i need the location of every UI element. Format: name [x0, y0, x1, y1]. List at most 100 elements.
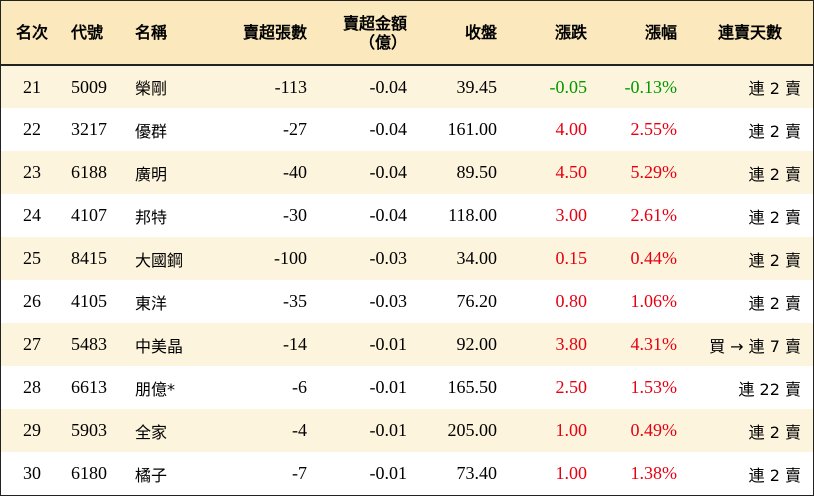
cell-net-sell-lots: -100: [274, 248, 307, 268]
cell-change: 0.15: [555, 248, 588, 268]
table-body: 21 5009 榮剛 -113 -0.04 39.45 -0.05 -0.13%…: [1, 65, 813, 495]
cell-name: 中美晶: [135, 336, 184, 356]
cell-code: 5483: [71, 334, 107, 354]
table-row: 28 6613 朋億* -6 -0.01 165.50 2.50 1.53% 連…: [1, 366, 813, 409]
table-row: 25 8415 大國鋼 -100 -0.03 34.00 0.15 0.44% …: [1, 237, 813, 280]
cell-change: 3.00: [555, 205, 588, 225]
cell-change: 4.50: [555, 162, 588, 182]
cell-rank: 22: [23, 119, 41, 139]
cell-code: 6613: [71, 377, 107, 397]
cell-net-sell-lots: -40: [283, 162, 307, 182]
cell-code: 5009: [71, 76, 107, 97]
cell-streak: 連 2 賣: [748, 121, 801, 141]
cell-change: 2.50: [555, 377, 588, 397]
cell-close: 39.45: [456, 76, 498, 97]
cell-net-sell-lots: -14: [283, 334, 307, 354]
cell-rank: 25: [23, 248, 41, 268]
cell-net-sell-lots: -27: [283, 119, 307, 139]
cell-code: 6180: [71, 463, 107, 483]
cell-net-sell-amount: -0.04: [369, 119, 408, 139]
cell-rank: 23: [23, 162, 41, 182]
cell-close: 73.40: [456, 463, 498, 483]
cell-close: 34.00: [456, 248, 498, 268]
header-net-sell-amount-unit: （億）: [358, 32, 407, 52]
cell-streak: 連 2 賣: [748, 79, 801, 98]
cell-name: 邦特: [135, 207, 168, 227]
cell-name: 朋億*: [135, 379, 176, 399]
cell-rank: 24: [23, 205, 41, 225]
cell-change: 4.00: [555, 119, 588, 139]
table-row: 23 6188 廣明 -40 -0.04 89.50 4.50 5.29% 連 …: [1, 151, 813, 194]
cell-name: 廣明: [135, 164, 168, 184]
cell-close: 205.00: [447, 420, 498, 440]
table-row: 22 3217 優群 -27 -0.04 161.00 4.00 2.55% 連…: [1, 108, 813, 151]
header-change-pct: 漲幅: [597, 1, 687, 66]
cell-change: 1.00: [555, 420, 588, 440]
cell-streak: 連 2 賣: [748, 465, 801, 485]
cell-code: 5903: [71, 420, 107, 440]
cell-rank: 26: [23, 291, 41, 311]
cell-net-sell-amount: -0.01: [369, 334, 408, 354]
cell-rank: 29: [23, 420, 41, 440]
cell-code: 4107: [71, 205, 107, 225]
cell-rank: 27: [23, 334, 41, 354]
cell-streak: 買 → 連 7 賣: [709, 336, 801, 356]
cell-close: 76.20: [456, 291, 498, 311]
cell-net-sell-lots: -6: [292, 377, 307, 397]
cell-rank: 28: [23, 377, 41, 397]
cell-net-sell-amount: -0.04: [369, 205, 408, 225]
cell-change: 3.80: [555, 334, 588, 354]
cell-change-pct: 5.29%: [630, 162, 678, 182]
cell-name: 東洋: [135, 293, 168, 313]
header-row: 名次 代號 名稱 賣超張數 賣超金額 （億） 收盤 漲跌 漲幅 連賣天數: [1, 1, 813, 66]
header-net-sell-amount: 賣超金額 （億）: [317, 1, 417, 66]
cell-name: 全家: [135, 422, 168, 442]
cell-net-sell-lots: -35: [283, 291, 307, 311]
table-row: 26 4105 東洋 -35 -0.03 76.20 0.80 1.06% 連 …: [1, 280, 813, 323]
cell-code: 6188: [71, 162, 107, 182]
header-name: 名稱: [127, 1, 209, 66]
cell-change-pct: 0.49%: [630, 420, 678, 440]
header-close: 收盤: [417, 1, 507, 66]
cell-change-pct: 0.44%: [630, 248, 678, 268]
cell-streak: 連 2 賣: [748, 293, 801, 313]
cell-name: 榮剛: [135, 79, 168, 98]
cell-change-pct: 2.55%: [630, 119, 678, 139]
cell-streak: 連 2 賣: [748, 250, 801, 270]
header-rank: 名次: [1, 1, 63, 66]
cell-change-pct: 4.31%: [630, 334, 678, 354]
cell-net-sell-amount: -0.03: [369, 291, 408, 311]
cell-net-sell-amount: -0.01: [369, 377, 408, 397]
cell-rank: 21: [23, 76, 41, 97]
header-code: 代號: [63, 1, 127, 66]
cell-net-sell-amount: -0.04: [369, 162, 408, 182]
cell-net-sell-lots: -113: [274, 76, 307, 97]
cell-name: 大國鋼: [135, 250, 184, 270]
cell-code: 4105: [71, 291, 107, 311]
cell-change-pct: -0.13%: [624, 76, 678, 97]
cell-net-sell-amount: -0.03: [369, 248, 408, 268]
cell-net-sell-amount: -0.01: [369, 463, 408, 483]
header-net-sell-amount-label: 賣超金額: [342, 13, 407, 33]
table-row: 29 5903 全家 -4 -0.01 205.00 1.00 0.49% 連 …: [1, 409, 813, 452]
cell-code: 3217: [71, 119, 107, 139]
cell-change-pct: 2.61%: [630, 205, 678, 225]
cell-change: -0.05: [549, 76, 588, 97]
cell-rank: 30: [23, 463, 41, 483]
cell-change-pct: 1.38%: [630, 463, 678, 483]
cell-net-sell-lots: -4: [292, 420, 307, 440]
cell-streak: 連 2 賣: [748, 207, 801, 227]
table-row: 24 4107 邦特 -30 -0.04 118.00 3.00 2.61% 連…: [1, 194, 813, 237]
table-header: 名次 代號 名稱 賣超張數 賣超金額 （億） 收盤 漲跌 漲幅 連賣天數: [1, 1, 813, 66]
cell-streak: 連 22 賣: [738, 379, 801, 399]
cell-name: 橘子: [135, 465, 168, 485]
header-net-sell-lots: 賣超張數: [209, 1, 317, 66]
cell-name: 優群: [135, 121, 168, 141]
table-row: 30 6180 橘子 -7 -0.01 73.40 1.00 1.38% 連 2…: [1, 452, 813, 495]
cell-net-sell-lots: -30: [283, 205, 307, 225]
cell-change-pct: 1.53%: [630, 377, 678, 397]
cell-close: 92.00: [456, 334, 498, 354]
table-row: 27 5483 中美晶 -14 -0.01 92.00 3.80 4.31% 買…: [1, 323, 813, 366]
